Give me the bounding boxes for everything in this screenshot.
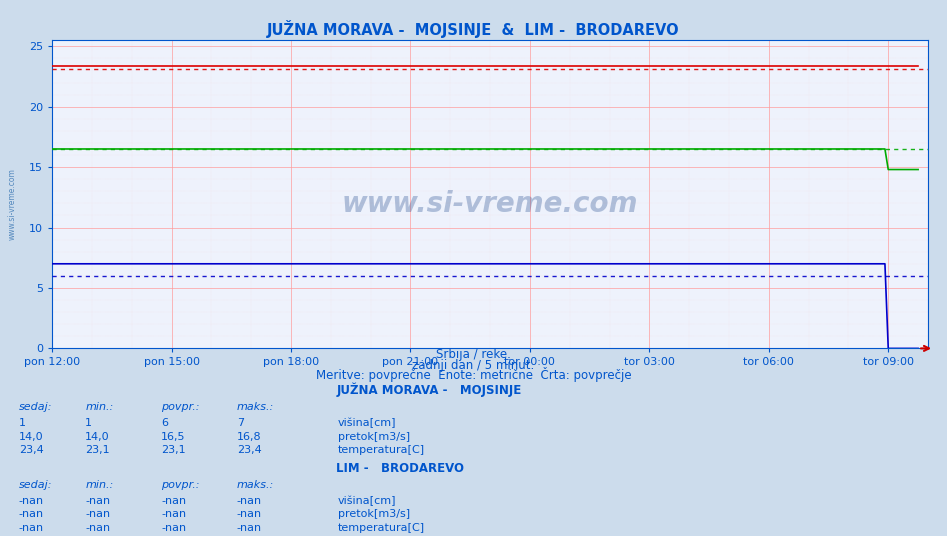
Text: -nan: -nan bbox=[161, 523, 187, 533]
Text: maks.:: maks.: bbox=[237, 402, 274, 412]
Text: min.:: min.: bbox=[85, 480, 114, 490]
Text: 23,4: 23,4 bbox=[19, 445, 44, 455]
Text: 1: 1 bbox=[19, 418, 26, 428]
Text: pretok[m3/s]: pretok[m3/s] bbox=[338, 509, 410, 519]
Text: -nan: -nan bbox=[19, 509, 45, 519]
Text: www.si-vreme.com: www.si-vreme.com bbox=[8, 168, 17, 240]
Text: JUŽNA MORAVA -  MOJSINJE  &  LIM -  BRODAREVO: JUŽNA MORAVA - MOJSINJE & LIM - BRODAREV… bbox=[267, 20, 680, 39]
Text: temperatura[C]: temperatura[C] bbox=[338, 445, 425, 455]
Text: 23,1: 23,1 bbox=[161, 445, 186, 455]
Text: 6: 6 bbox=[161, 418, 168, 428]
Text: LIM -   BRODAREVO: LIM - BRODAREVO bbox=[336, 461, 464, 475]
Text: Meritve: povprečne  Enote: metrične  Črta: povprečje: Meritve: povprečne Enote: metrične Črta:… bbox=[315, 368, 632, 383]
Text: Srbija / reke.: Srbija / reke. bbox=[436, 348, 511, 361]
Text: -nan: -nan bbox=[161, 509, 187, 519]
Text: -nan: -nan bbox=[85, 509, 111, 519]
Text: povpr.:: povpr.: bbox=[161, 402, 200, 412]
Text: 14,0: 14,0 bbox=[85, 431, 110, 442]
Text: višina[cm]: višina[cm] bbox=[338, 418, 397, 428]
Text: JUŽNA MORAVA -   MOJSINJE: JUŽNA MORAVA - MOJSINJE bbox=[336, 383, 522, 397]
Text: 23,4: 23,4 bbox=[237, 445, 261, 455]
Text: sedaj:: sedaj: bbox=[19, 402, 52, 412]
Text: 1: 1 bbox=[85, 418, 92, 428]
Text: -nan: -nan bbox=[237, 496, 262, 506]
Text: www.si-vreme.com: www.si-vreme.com bbox=[342, 190, 638, 218]
Text: maks.:: maks.: bbox=[237, 480, 274, 490]
Text: -nan: -nan bbox=[237, 509, 262, 519]
Text: -nan: -nan bbox=[19, 496, 45, 506]
Text: 16,8: 16,8 bbox=[237, 431, 261, 442]
Text: 7: 7 bbox=[237, 418, 244, 428]
Text: -nan: -nan bbox=[161, 496, 187, 506]
Text: 16,5: 16,5 bbox=[161, 431, 186, 442]
Text: povpr.:: povpr.: bbox=[161, 480, 200, 490]
Text: -nan: -nan bbox=[237, 523, 262, 533]
Text: -nan: -nan bbox=[85, 496, 111, 506]
Text: -nan: -nan bbox=[19, 523, 45, 533]
Text: pretok[m3/s]: pretok[m3/s] bbox=[338, 431, 410, 442]
Text: 14,0: 14,0 bbox=[19, 431, 44, 442]
Text: temperatura[C]: temperatura[C] bbox=[338, 523, 425, 533]
Text: -nan: -nan bbox=[85, 523, 111, 533]
Text: višina[cm]: višina[cm] bbox=[338, 495, 397, 506]
Text: zadnji dan / 5 minut.: zadnji dan / 5 minut. bbox=[412, 359, 535, 372]
Text: min.:: min.: bbox=[85, 402, 114, 412]
Text: sedaj:: sedaj: bbox=[19, 480, 52, 490]
Text: 23,1: 23,1 bbox=[85, 445, 110, 455]
